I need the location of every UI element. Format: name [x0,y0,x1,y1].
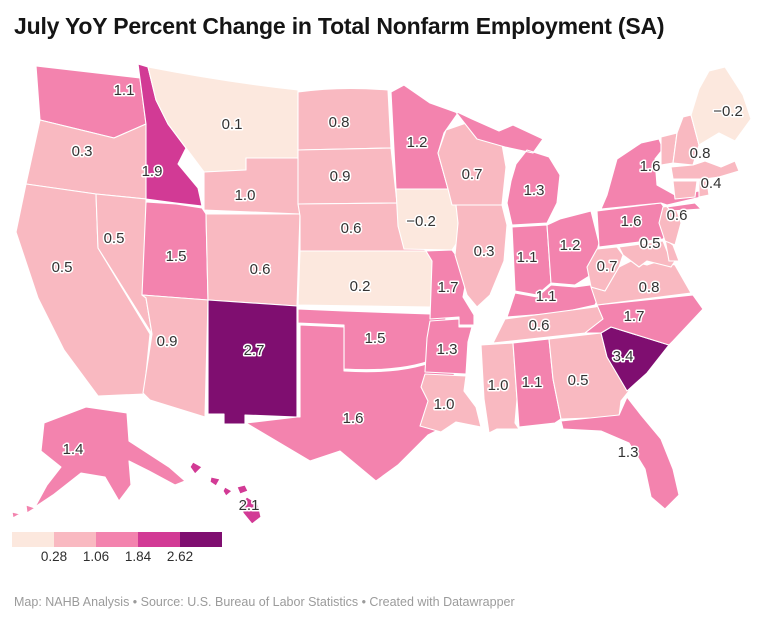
page-title: July YoY Percent Change in Total Nonfarm… [14,13,665,39]
state-value-label-me: −0.2 [713,103,743,120]
state-nd[interactable] [297,87,392,151]
state-ct[interactable] [672,180,698,200]
state-ri[interactable] [698,180,710,198]
state-value-label-nv: 0.5 [104,230,125,247]
state-value-label-la: 1.0 [434,396,455,413]
state-value-label-sc: 3.4 [613,348,634,365]
state-value-label-hi: 2.1 [239,497,260,514]
state-ny[interactable] [600,138,702,212]
state-value-label-ga: 0.5 [568,372,589,389]
legend-swatch-2 [54,532,96,547]
state-value-label-mi: 1.3 [524,182,545,199]
state-value-label-nm: 2.7 [244,342,265,359]
state-value-label-mn: 1.2 [407,134,428,151]
state-value-label-fl: 1.3 [618,444,639,461]
legend-swatch-3 [96,532,138,547]
state-value-label-oh: 1.2 [560,237,581,254]
state-value-label-ma: 0.4 [701,175,722,192]
state-value-label-ny: 1.6 [640,158,661,175]
state-value-label-ks: 0.2 [350,278,371,295]
legend-swatch-5 [180,532,222,547]
state-value-label-wa: 1.1 [114,82,135,99]
state-in[interactable] [511,224,552,296]
legend-tick-label: 2.62 [166,549,194,564]
state-value-label-az: 0.9 [157,333,178,350]
state-value-label-ak: 1.4 [63,441,84,458]
state-value-label-tx: 1.6 [343,410,364,427]
state-hi[interactable] [189,461,262,525]
state-value-label-in: 1.1 [517,249,538,266]
state-co[interactable] [205,213,301,307]
legend-tick-label: 1.06 [82,549,110,564]
state-value-label-nc: 1.7 [624,308,645,325]
state-mi[interactable] [454,110,561,226]
state-value-label-ky: 1.1 [536,288,557,305]
state-value-label-ar: 1.3 [437,341,458,358]
state-value-label-pa: 1.6 [621,213,642,230]
state-value-label-ok: 1.5 [365,330,386,347]
legend-tick-label: 1.84 [124,549,152,564]
state-fl[interactable] [560,396,680,510]
state-il[interactable] [454,204,508,308]
state-nc[interactable] [584,294,704,346]
state-mt[interactable] [147,66,299,173]
state-value-label-ia: −0.2 [406,213,436,230]
state-value-label-ca: 0.5 [52,259,73,276]
state-md[interactable] [618,240,676,268]
legend-swatch-4 [138,532,180,547]
state-la[interactable] [419,373,482,433]
state-ak[interactable] [11,406,186,519]
state-az[interactable] [141,294,209,418]
state-value-label-nh: 0.8 [690,145,711,162]
state-me[interactable] [690,66,752,146]
state-value-label-mo: 1.7 [438,279,459,296]
state-value-label-tn: 0.6 [529,317,550,334]
legend-ticks: 0.28 1.06 1.84 2.62 [12,547,242,565]
state-nj[interactable] [658,204,682,246]
state-value-label-sd: 0.9 [330,168,351,185]
state-value-label-il: 0.3 [474,243,495,260]
legend-tick-label: 0.28 [40,549,68,564]
state-value-label-wi: 0.7 [462,166,483,183]
legend-swatch-1 [12,532,54,547]
state-nm[interactable] [207,299,298,425]
state-value-label-co: 0.6 [250,261,271,278]
state-wv[interactable] [586,246,624,292]
state-value-label-wy: 1.0 [235,187,256,204]
state-value-label-nj: 0.6 [667,207,688,224]
state-value-label-or: 0.3 [72,143,93,160]
state-value-label-ms: 1.0 [488,377,509,394]
map-footer-attribution: Map: NAHB Analysis • Source: U.S. Bureau… [14,595,515,609]
state-value-label-va: 0.8 [639,279,660,296]
state-value-label-ut: 1.5 [166,248,187,265]
legend-color-bar [12,532,222,547]
state-value-label-id: 1.9 [142,163,163,180]
state-ar[interactable] [424,318,473,375]
state-value-label-mt: 0.1 [222,116,243,133]
state-value-label-al: 1.1 [522,374,543,391]
state-value-label-nd: 0.8 [329,114,350,131]
legend: 0.28 1.06 1.84 2.62 [12,532,272,572]
state-value-label-ne: 0.6 [341,220,362,237]
state-value-label-md: 0.5 [640,235,661,252]
state-value-label-wv: 0.7 [597,258,618,275]
state-ma[interactable] [670,160,740,180]
